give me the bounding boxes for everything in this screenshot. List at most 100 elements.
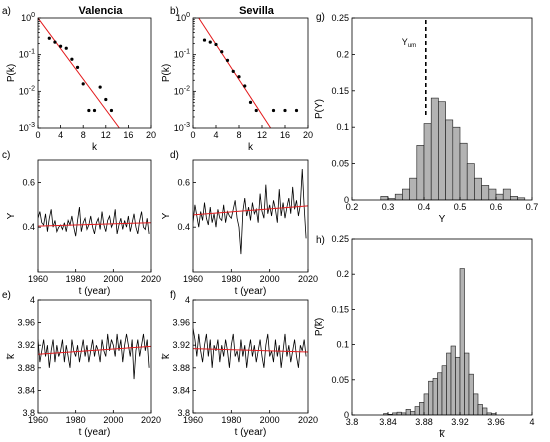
panel-d: 1960 1980 2000 2020 0.4 0.6 t (year) Yd) [161, 150, 318, 297]
x-tick-label-a-0: 0 [35, 130, 40, 140]
bar-g-12 [466, 163, 475, 200]
x-tick-label-a-1: 4 [58, 130, 63, 140]
bar-h-19 [468, 373, 474, 415]
x-tick-label-c-2: 2000 [103, 274, 123, 284]
x-tick-label-c-1: 1980 [66, 274, 86, 284]
panel-label-e: e) [2, 290, 11, 301]
reference-label-g: Yum [402, 37, 416, 49]
point-b-3 [220, 50, 224, 54]
y-tick-label-c-1: 0.6 [22, 177, 35, 187]
point-a-4 [70, 57, 74, 61]
series-line-f-0 [193, 328, 307, 368]
bar-g-18 [510, 196, 518, 200]
x-tick-label-d-0: 1960 [183, 274, 203, 284]
y-tick-label-g-3: 0.15 [331, 86, 349, 96]
bar-g-6 [423, 123, 432, 200]
bar-h-21 [477, 404, 483, 415]
y-tick-label-g-0: 0 [344, 195, 349, 205]
x-tick-label-d-1: 1980 [221, 274, 241, 284]
x-tick-label-e-3: 2020 [141, 415, 161, 425]
fit-line-e [38, 345, 151, 355]
y-tick-label-d-0: 0.4 [177, 222, 190, 232]
x-tick-label-f-3: 2020 [298, 415, 318, 425]
bar-h-15 [450, 345, 456, 415]
y-tick-label-h-2: 0.1 [336, 340, 349, 350]
bar-g-2 [394, 193, 403, 200]
point-a-10 [104, 97, 108, 102]
y-tick-label-g-1: 0.05 [331, 159, 349, 169]
point-a-7 [87, 108, 91, 113]
plot-frame-a [37, 17, 152, 129]
x-tick-label-a-2: 8 [81, 130, 86, 140]
bar-g-13 [474, 177, 482, 200]
y-tick-label-f-4: 3.96 [172, 318, 190, 328]
x-axis-label-e: t (year) [79, 427, 111, 438]
fit-line-b [198, 18, 272, 128]
x-axis-label-h: k̅ [439, 429, 445, 440]
y-tick-label-h-3: 0.15 [331, 304, 349, 314]
point-a-6 [81, 82, 85, 86]
y-axis-label-g: P(Y) [314, 99, 325, 119]
point-b-2 [214, 42, 218, 47]
point-a-2 [59, 44, 63, 48]
y-axis-label-f: k̅ [161, 353, 172, 359]
x-axis-label-d: t (year) [235, 286, 267, 297]
x-tick-label-b-3: 12 [257, 130, 267, 140]
marks-g [380, 97, 526, 200]
y-tick-label-b-2: 10-2 [174, 85, 190, 96]
panel-label-b: b) [170, 6, 179, 17]
plot-frame-b [192, 17, 309, 129]
x-tick-label-f-1: 1980 [221, 415, 241, 425]
y-axis-label-a: P(k) [6, 64, 17, 82]
point-b-6 [237, 75, 241, 79]
fit-line-c [38, 222, 151, 227]
panel-label-f: f) [170, 290, 176, 301]
point-b-4 [225, 58, 230, 62]
bar-h-12 [437, 372, 443, 415]
y-tick-label-f-3: 3.92 [172, 340, 190, 350]
bar-h-17 [459, 268, 465, 415]
marks-c [38, 206, 151, 237]
panel-title-a: Valencia [78, 5, 123, 17]
panel-label-g: g) [316, 12, 325, 23]
y-tick-label-d-1: 0.6 [177, 177, 190, 187]
bar-g-11 [459, 142, 468, 200]
y-axis-label-c: Y [6, 212, 17, 219]
bar-h-7 [414, 406, 420, 415]
x-tick-label-g-2: 0.4 [418, 202, 431, 212]
y-tick-label-g-4: 0.2 [336, 49, 349, 59]
bar-h-8 [419, 402, 425, 415]
x-tick-label-b-0: 0 [190, 130, 195, 140]
y-tick-label-e-5: 4 [30, 295, 35, 305]
y-tick-label-a-2: 10-2 [19, 85, 35, 96]
x-tick-label-e-0: 1960 [28, 415, 48, 425]
y-tick-label-a-3: 10-3 [19, 122, 35, 133]
point-a-1 [53, 40, 57, 44]
bar-h-10 [428, 380, 434, 415]
point-a-11 [109, 108, 114, 113]
point-b-10 [271, 108, 276, 113]
panel-g: Yum 0.2 0.3 0.4 0.5 0.6 0.7 0 0.05 0.1 0.15 0.2 0.25… [314, 12, 538, 225]
bar-h-14 [446, 352, 452, 415]
panel-e: 1960 1980 2000 2020 3.8 3.84 3.88 3.92 3.96 4 t (y… [2, 290, 161, 438]
x-tick-label-g-4: 0.6 [490, 202, 503, 212]
point-a-8 [92, 108, 97, 113]
y-tick-label-g-2: 0.1 [336, 122, 349, 132]
x-tick-label-b-4: 16 [280, 130, 290, 140]
series-line-c-0 [38, 206, 150, 237]
series-line-e-0 [38, 333, 150, 380]
y-tick-label-b-3: 10-3 [174, 122, 190, 133]
x-tick-label-h-4: 3.96 [487, 417, 505, 427]
y-tick-label-e-2: 3.88 [17, 363, 35, 373]
bar-g-16 [495, 193, 504, 200]
x-tick-label-a-5: 20 [146, 130, 156, 140]
x-tick-label-g-5: 0.7 [526, 202, 539, 212]
panel-b: 0 4 8 12 16 20 100 10-1 10-2 10-3 k P(k) Sevilla b) [161, 5, 313, 153]
bar-h-18 [464, 352, 470, 415]
x-tick-label-f-2: 2000 [260, 415, 280, 425]
x-tick-label-g-3: 0.5 [454, 202, 467, 212]
plot-frame-h [351, 238, 533, 416]
x-tick-label-e-1: 1980 [66, 415, 86, 425]
y-tick-label-f-0: 3.8 [177, 408, 190, 418]
